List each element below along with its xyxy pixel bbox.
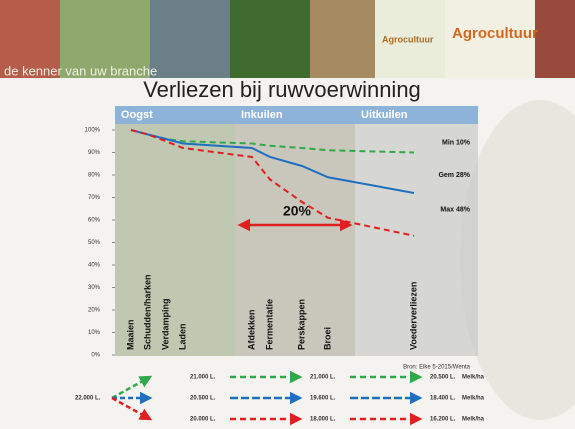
row-total: 20.000 L. [190, 417, 216, 423]
logo: Agrocultuur [452, 25, 538, 42]
row-total: 18.400 L. [430, 396, 456, 402]
logo-small: Agrocultuur [382, 34, 434, 44]
category-label: Fermentatie [264, 299, 274, 350]
row-total: 16.200 L. [430, 417, 456, 423]
row-total: 20.500 L. [430, 375, 456, 381]
y-tick-label: 0% [91, 353, 100, 359]
row-unit: Melk/ha [462, 375, 485, 381]
y-tick-label: 40% [88, 263, 101, 269]
category-label: Afdekken [246, 309, 256, 350]
y-tick-label: 60% [88, 218, 101, 224]
phase-label: Oogst [121, 109, 153, 121]
category-label: Voederverliezen [408, 282, 418, 350]
y-tick-label: 10% [88, 330, 101, 336]
category-label: Schudden/harken [142, 274, 152, 350]
phase-label: Uitkuilen [361, 109, 408, 121]
start-total: 22.000 L. [75, 396, 101, 402]
category-label: Laden [177, 323, 187, 350]
row-total: 21.000 L. [190, 375, 216, 381]
series-label: Gem 28% [438, 172, 470, 179]
category-label: Perskappen [296, 299, 306, 350]
row-total: 18.000 L. [310, 417, 336, 423]
source: Bron: Elke 5-2015/Wenta [403, 365, 471, 371]
row-total: 21.000 L. [310, 375, 336, 381]
category-label: Broei [322, 327, 332, 350]
row-unit: Melk/ha [462, 396, 485, 402]
row-total: 20.500 L. [190, 396, 216, 402]
chart-title: Verliezen bij ruwvoerwinning [143, 77, 421, 102]
series-label: Max 48% [440, 207, 470, 214]
y-tick-label: 30% [88, 285, 101, 291]
series-label: Min 10% [442, 139, 471, 146]
slide: de kenner van uw branche Agrocultuur Agr… [0, 0, 575, 429]
y-tick-label: 70% [88, 195, 101, 201]
y-tick-label: 100% [85, 128, 101, 134]
phase-label: Inkuilen [241, 109, 283, 121]
annotation: 20% [283, 203, 312, 219]
y-tick-label: 20% [88, 308, 101, 314]
row-unit: Melk/ha [462, 417, 485, 423]
tagline: de kenner van uw branche [4, 63, 157, 78]
row-total: 19.600 L. [310, 396, 336, 402]
category-label: Verdamping [160, 298, 170, 350]
page: {"header": {"tagline": "de kenner van uw… [0, 0, 575, 429]
y-tick-label: 90% [88, 150, 101, 156]
y-tick-label: 80% [88, 173, 101, 179]
header-banner: de kenner van uw branche Agrocultuur Agr… [0, 0, 575, 78]
y-tick-label: 50% [88, 240, 101, 246]
category-label: Maaien [125, 319, 135, 350]
